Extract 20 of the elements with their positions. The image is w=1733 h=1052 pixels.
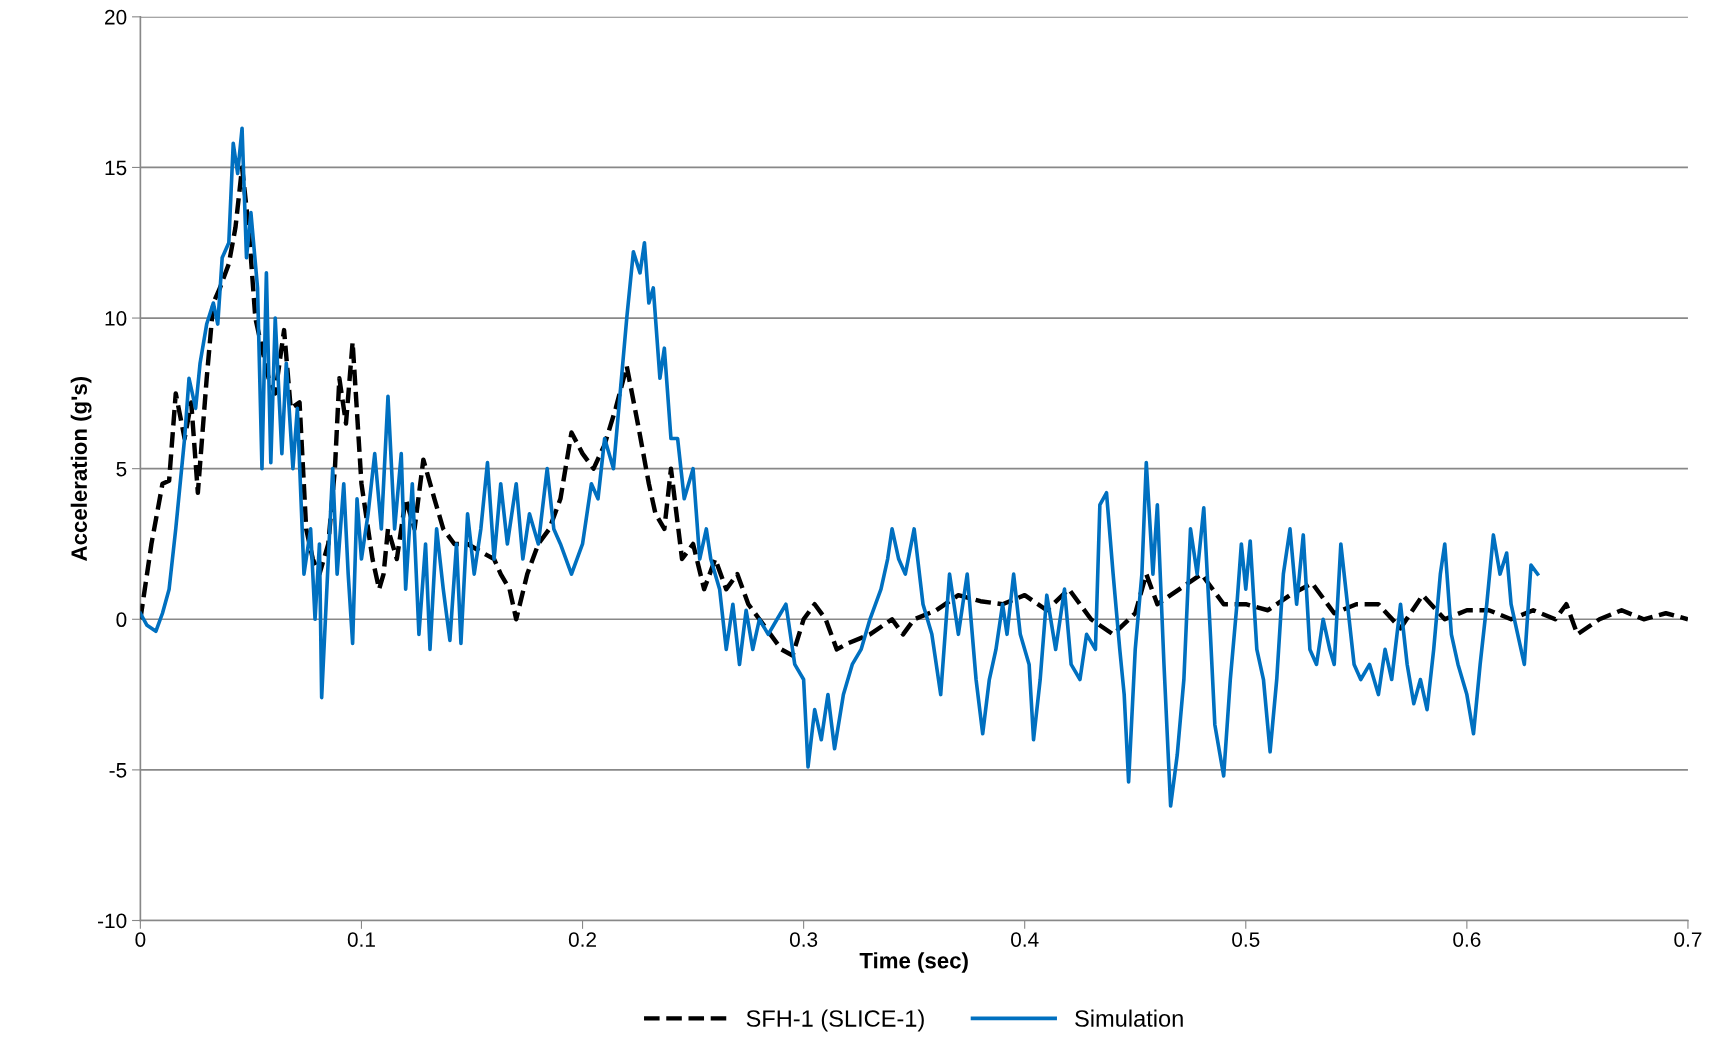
x-tick-label: 0.7 bbox=[1674, 932, 1702, 947]
x-tick-label: 0.4 bbox=[1011, 932, 1039, 947]
y-tick-label: 15 bbox=[105, 160, 127, 176]
y-axis-title: Acceleration (g's) bbox=[70, 376, 92, 561]
y-tick-label: 5 bbox=[116, 461, 127, 477]
y-tick-label: 10 bbox=[105, 311, 127, 326]
y-tick-label: -10 bbox=[98, 913, 127, 929]
x-axis-title: Time (sec) bbox=[859, 952, 968, 973]
y-tick-label: 0 bbox=[116, 612, 127, 628]
line-series bbox=[140, 126, 1540, 808]
x-tick-label: 0 bbox=[135, 932, 146, 947]
x-tick-label: 0.2 bbox=[568, 932, 596, 947]
y-tick-label: -5 bbox=[109, 763, 127, 778]
x-tick-label: 0.5 bbox=[1232, 932, 1260, 947]
legend-label: Simulation bbox=[1075, 1009, 1183, 1027]
x-tick-label: 0.6 bbox=[1453, 932, 1481, 947]
x-tick-label: 0.3 bbox=[789, 932, 818, 947]
y-tick-label: 20 bbox=[105, 9, 127, 25]
x-tick-label: 0.1 bbox=[347, 932, 375, 947]
legend-label: SFH-1 (SLICE-1) bbox=[746, 1009, 924, 1032]
